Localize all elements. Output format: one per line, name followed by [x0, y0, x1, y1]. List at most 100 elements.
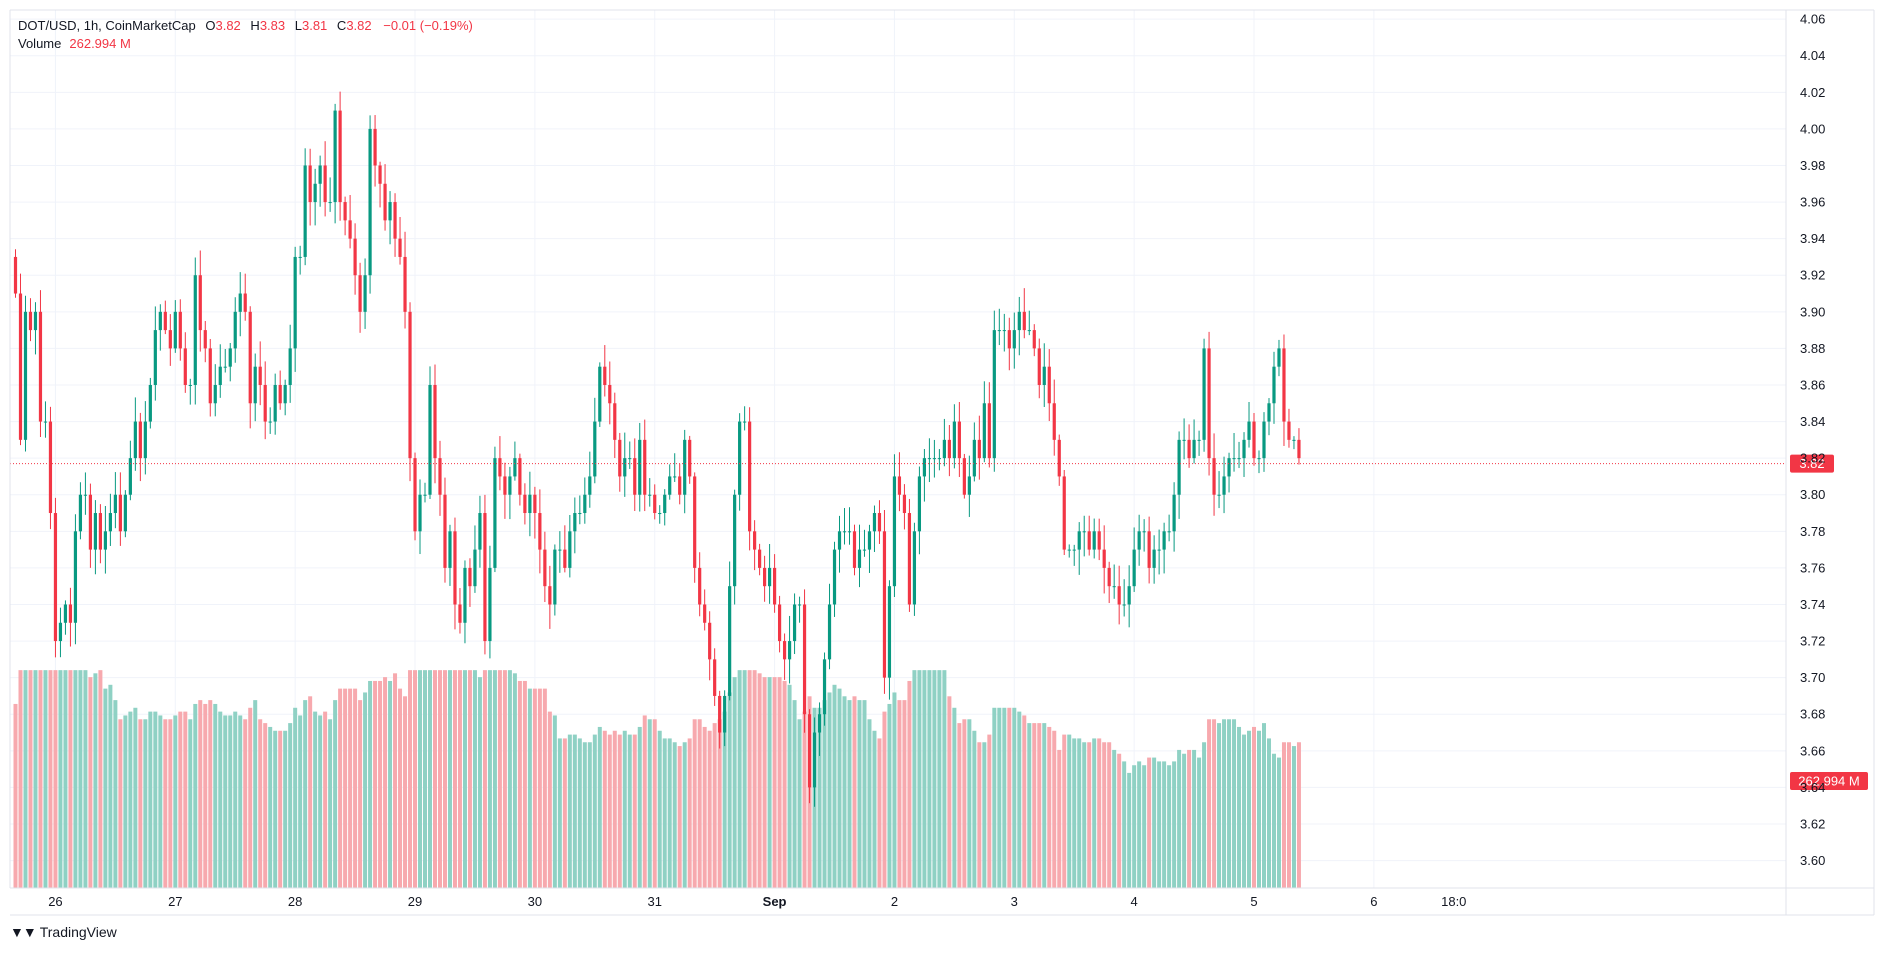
volume-bar: [477, 677, 482, 888]
volume-bar: [363, 692, 368, 888]
candle-body: [718, 695, 722, 733]
volume-bar: [1212, 719, 1217, 888]
candle-body: [243, 293, 247, 312]
candle-body: [183, 348, 187, 385]
candle-body: [523, 494, 527, 514]
low-value: 3.81: [301, 18, 328, 33]
volume-bar: [822, 700, 827, 888]
candle-body: [802, 604, 807, 715]
volume-label[interactable]: Volume: [18, 36, 62, 51]
volume-bar: [967, 719, 972, 888]
volume-bar: [168, 719, 173, 888]
candle-body: [1237, 458, 1241, 460]
candle-body: [343, 202, 347, 221]
candle-body: [193, 275, 197, 385]
volume-bar: [1202, 742, 1207, 888]
candle-body: [533, 494, 537, 514]
candle-body: [1252, 421, 1256, 459]
candle-body: [178, 311, 182, 349]
candle-body: [822, 659, 827, 715]
candle-body: [593, 421, 597, 477]
volume-bar: [987, 734, 992, 888]
volume-bar: [757, 673, 762, 888]
x-tick-label: 18:0: [1441, 894, 1466, 909]
candle-body: [378, 165, 382, 184]
candle-body: [328, 202, 332, 204]
candle-body: [683, 439, 687, 495]
volume-bar: [288, 723, 293, 888]
volume-bar: [782, 680, 787, 888]
candle-body: [513, 458, 517, 477]
volume-tag: 262.994 M: [1798, 774, 1859, 789]
candle-body: [937, 458, 941, 460]
candle-body: [932, 458, 936, 460]
volume-bar: [982, 742, 987, 888]
candle-body: [568, 531, 572, 568]
volume-bar: [1187, 749, 1192, 888]
candle-body: [453, 531, 457, 605]
candle-body: [688, 439, 692, 477]
volume-bar: [1281, 742, 1286, 888]
candle-body: [53, 513, 58, 642]
y-tick-label: 3.92: [1800, 268, 1825, 283]
y-tick-label: 3.66: [1800, 743, 1825, 758]
volume-bar: [108, 684, 113, 888]
volume-bar: [263, 723, 268, 888]
volume-layer: [13, 670, 1301, 888]
candle-body: [982, 403, 986, 459]
candle-body: [298, 256, 302, 258]
volume-bar: [173, 715, 178, 888]
candle-body: [303, 165, 307, 257]
x-tick-label: 27: [168, 894, 182, 909]
volume-bar: [707, 730, 712, 888]
candle-body: [1187, 439, 1191, 459]
candle-body: [693, 476, 697, 568]
volume-bar: [1197, 757, 1202, 888]
candle-body: [498, 458, 502, 477]
volume-bar: [527, 688, 532, 888]
volume-bar: [872, 730, 877, 888]
candle-body: [1202, 348, 1206, 440]
candle-body: [43, 421, 48, 423]
tradingview-brand[interactable]: ▼▼ TradingView: [10, 924, 117, 940]
candle-body: [1072, 549, 1076, 551]
candle-body: [493, 458, 497, 568]
volume-bar: [1082, 742, 1087, 888]
y-tick-label: 4.02: [1800, 85, 1825, 100]
candle-body: [133, 421, 137, 459]
y-tick-label: 3.80: [1800, 487, 1825, 502]
symbol-label[interactable]: DOT/USD, 1h, CoinMarketCap: [18, 18, 196, 33]
candle-body: [163, 311, 167, 331]
volume-bar: [148, 711, 153, 888]
candle-body: [113, 494, 117, 514]
volume-bar: [787, 684, 792, 888]
volume-bar: [622, 730, 627, 888]
volume-bar: [1257, 730, 1262, 888]
candle-body: [333, 110, 337, 203]
volume-bar: [942, 670, 947, 888]
volume-bar: [218, 711, 223, 888]
volume-bar: [962, 719, 967, 888]
candle-body: [483, 513, 487, 642]
axis-layer: 4.06 4.04 4.02 4.00 3.98 3.96 3.94 3.92 3.90 3.88…: [9, 9, 1875, 916]
y-tick-label: 3.78: [1800, 524, 1825, 539]
volume-legend: Volume 262.994 M: [18, 35, 131, 53]
candle-body: [748, 421, 752, 532]
volume-bar: [208, 700, 213, 888]
candle-body: [1037, 348, 1041, 385]
candle-body: [413, 458, 417, 532]
volume-bar: [378, 680, 383, 888]
candle-body: [263, 384, 267, 422]
candle-body: [648, 494, 652, 496]
volume-bar: [38, 670, 43, 888]
candle-body: [203, 330, 207, 349]
candle-body: [368, 128, 372, 276]
volume-bar: [1007, 707, 1012, 888]
candle-body: [473, 549, 477, 587]
candle-body: [842, 531, 847, 533]
volume-bar: [1172, 761, 1177, 888]
volume-bar: [1057, 749, 1062, 888]
volume-bar: [537, 688, 542, 888]
